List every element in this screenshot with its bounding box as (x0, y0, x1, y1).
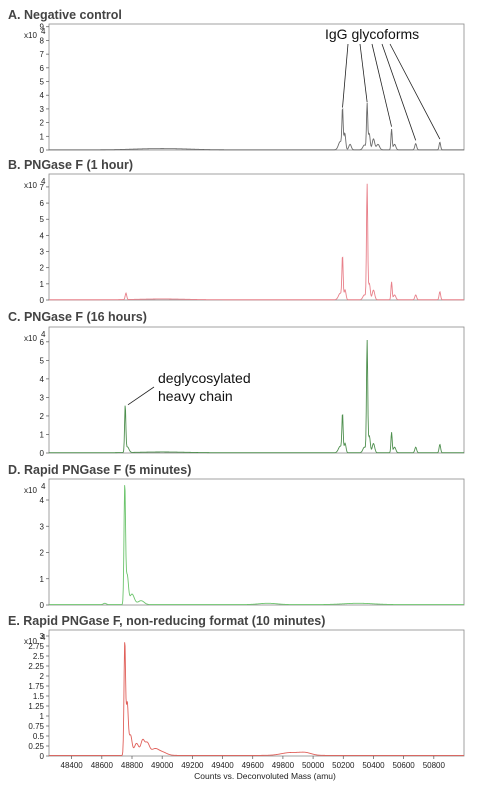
chart-panel-1: A. Negative control x10 4 0 1 2 3 4 5 6 7 8 9 IgG gly… (8, 8, 465, 155)
y-scale-exponent: 4 (41, 482, 46, 491)
y-scale-exponent: 4 (41, 27, 46, 36)
x-tick-label: 49800 (272, 761, 295, 770)
y-tick-label: 3 (40, 248, 45, 257)
x-tick-label: 50800 (423, 761, 446, 770)
y-tick-label: 1.75 (28, 682, 44, 691)
y-tick-label: 4 (40, 496, 45, 505)
y-tick-label: 6 (40, 338, 45, 347)
plot-frame (48, 326, 465, 454)
spectrum-line (49, 340, 464, 454)
y-scale-label: x10 (24, 486, 37, 495)
y-tick-label: 8 (40, 36, 45, 45)
panel-title: A. Negative control (8, 8, 122, 22)
x-tick-label: 48800 (121, 761, 144, 770)
y-tick-label: 3 (40, 105, 45, 114)
y-scale-exponent: 4 (41, 177, 46, 186)
y-tick-label: 9 (40, 23, 45, 32)
y-tick-label: 2 (40, 412, 45, 421)
y-tick-label: 0.5 (33, 732, 45, 741)
y-tick-label: 6 (40, 64, 45, 73)
y-tick-label: 2 (40, 672, 45, 681)
plot-frame (48, 173, 465, 301)
y-tick-label: 0.25 (28, 742, 44, 751)
y-scale-label: x10 (24, 334, 37, 343)
y-tick-label: 4 (40, 231, 45, 240)
y-tick-label: 1 (40, 132, 45, 141)
annotation-leader (342, 43, 349, 108)
y-tick-label: 3 (40, 393, 45, 402)
y-scale-exponent: 4 (41, 633, 46, 642)
y-tick-label: 1 (40, 280, 45, 289)
plot-frame (48, 629, 465, 757)
spectrum-line (49, 642, 464, 756)
y-tick-label: 0 (40, 296, 45, 305)
y-tick-label: 1.5 (33, 692, 45, 701)
annotation-leader (359, 43, 368, 103)
y-tick-label: 6 (40, 199, 45, 208)
y-tick-label: 5 (40, 356, 45, 365)
y-scale-label: x10 (24, 31, 37, 40)
x-tick-label: 49600 (242, 761, 265, 770)
x-tick-label: 48400 (61, 761, 84, 770)
y-scale-label: x10 (24, 637, 37, 646)
y-tick-label: 1 (40, 575, 45, 584)
x-tick-label: 50400 (362, 761, 385, 770)
y-tick-label: 0 (40, 146, 45, 155)
annotation-label: deglycosylated (158, 370, 251, 386)
x-axis-label: Counts vs. Deconvoluted Mass (amu) (194, 771, 336, 781)
plot-frame (48, 23, 465, 151)
x-tick-label: 48600 (91, 761, 114, 770)
y-tick-label: 7 (40, 50, 45, 59)
annotation-leader (127, 386, 155, 406)
y-tick-label: 7 (40, 183, 45, 192)
panel-title: D. Rapid PNGase F (5 minutes) (8, 463, 191, 477)
y-tick-label: 5 (40, 78, 45, 87)
chart-panel-3: C. PNGase F (16 hours) x10 4 0 1 2 3 4 5 6 deglyco… (8, 310, 465, 458)
y-tick-label: 2 (40, 549, 45, 558)
chart-panel-5: E. Rapid PNGase F, non-reducing format (… (8, 614, 465, 761)
y-tick-label: 1 (40, 430, 45, 439)
y-tick-label: 0 (40, 601, 45, 610)
y-tick-label: 3 (40, 522, 45, 531)
y-tick-label: 3 (40, 632, 45, 641)
y-tick-label: 0 (40, 449, 45, 458)
y-tick-label: 4 (40, 91, 45, 100)
plot-frame (48, 478, 465, 606)
spectrum-line (49, 183, 464, 301)
x-tick-label: 50200 (332, 761, 355, 770)
panel-title: E. Rapid PNGase F, non-reducing format (… (8, 614, 325, 628)
x-tick-label: 49400 (211, 761, 234, 770)
y-tick-label: 0.75 (28, 722, 44, 731)
annotation-label: IgG glycoforms (325, 26, 419, 42)
chart-panel-2: B. PNGase F (1 hour) x10 4 0 1 2 3 4 5 6 7 (8, 158, 465, 305)
x-tick-label: 49200 (181, 761, 204, 770)
annotation-leader (371, 43, 392, 127)
x-tick-label: 50600 (393, 761, 416, 770)
annotation-leader (389, 43, 441, 140)
x-axis: 48400 48600 48800 49000 49200 49400 49600 49800… (61, 756, 446, 770)
y-tick-label: 2 (40, 119, 45, 128)
annotation-label: heavy chain (158, 388, 233, 404)
y-scale-exponent: 4 (41, 330, 46, 339)
panel-title: B. PNGase F (1 hour) (8, 158, 133, 172)
spectrum-line (49, 485, 464, 606)
y-scale-label: x10 (24, 181, 37, 190)
panel-title: C. PNGase F (16 hours) (8, 310, 147, 324)
y-tick-label: 2 (40, 264, 45, 273)
y-tick-label: 2.25 (28, 662, 44, 671)
x-tick-label: 50000 (302, 761, 325, 770)
y-tick-label: 1 (40, 712, 45, 721)
y-tick-label: 5 (40, 215, 45, 224)
y-tick-label: 1.25 (28, 702, 44, 711)
y-tick-label: 4 (40, 375, 45, 384)
x-tick-label: 49000 (151, 761, 174, 770)
spectrum-line (49, 102, 464, 151)
annotation-leader (381, 43, 417, 141)
y-tick-label: 0 (40, 752, 45, 761)
y-tick-label: 2.5 (33, 652, 45, 661)
y-tick-label: 2.75 (28, 642, 44, 651)
